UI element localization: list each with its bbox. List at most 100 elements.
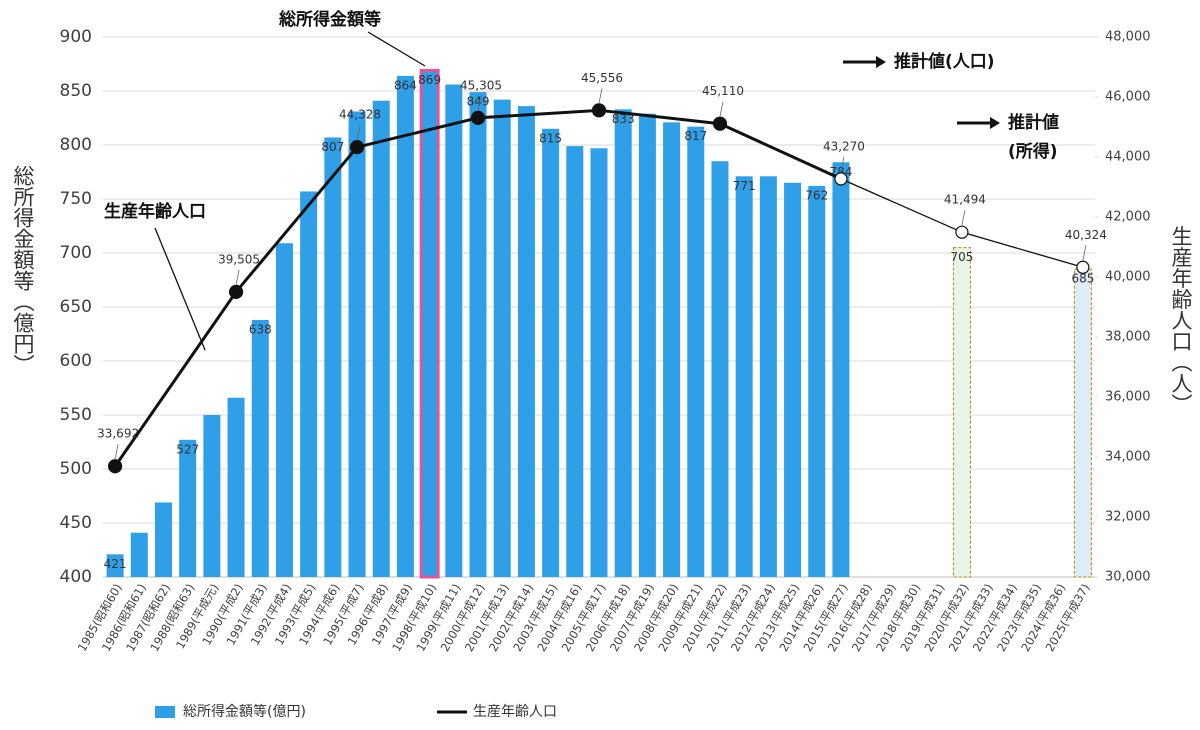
y2-tick-label: 44,000 <box>1105 150 1151 165</box>
bar <box>469 92 487 577</box>
bar <box>348 111 366 578</box>
leader-line <box>154 227 206 351</box>
line-value-label: 33,692 <box>97 427 139 441</box>
bar-annotation: 総所得金額等 <box>279 9 381 30</box>
y2-tick-label: 38,000 <box>1105 330 1151 345</box>
label-leader <box>840 156 845 172</box>
bar <box>638 113 656 578</box>
estimate-population-note: 推計値(人口) <box>894 51 995 72</box>
bar <box>952 247 971 578</box>
y-axis-title: 総所得金額等（億円） <box>11 165 35 375</box>
y2-tick-label: 42,000 <box>1105 210 1151 225</box>
line-marker <box>955 225 969 239</box>
label-leader <box>598 88 603 104</box>
line-marker <box>349 140 365 155</box>
bar-value-label: 864 <box>394 78 417 92</box>
y2-tick-label: 34,000 <box>1105 450 1151 465</box>
bar-value-label: 527 <box>176 442 199 456</box>
line-marker <box>470 110 486 125</box>
bar <box>179 439 197 577</box>
bar <box>154 502 172 577</box>
line-marker <box>712 116 728 131</box>
bar <box>663 122 681 577</box>
bar <box>493 99 511 577</box>
bar-value-label: 638 <box>249 322 272 336</box>
bar <box>614 109 632 578</box>
bar <box>590 148 608 578</box>
arrow-head <box>876 56 886 68</box>
y-tick-label: 800 <box>60 135 92 155</box>
bar-value-label: 705 <box>950 250 973 264</box>
bar <box>275 243 293 577</box>
y2-tick-label: 40,000 <box>1105 270 1151 285</box>
label-leader <box>114 444 119 460</box>
bar <box>542 128 560 578</box>
bar <box>784 182 802 578</box>
line-value-label: 45,110 <box>702 84 744 98</box>
bar-value-label: 762 <box>805 189 828 203</box>
y2-tick-label: 46,000 <box>1105 90 1151 105</box>
legend-label: 総所得金額等(億円) <box>183 703 306 720</box>
line-marker <box>107 459 123 474</box>
y2-tick-label: 48,000 <box>1105 30 1151 45</box>
bar <box>687 126 705 577</box>
bar <box>711 161 729 577</box>
line-annotation: 生産年齢人口 <box>104 201 206 222</box>
bar-value-label: 815 <box>539 131 562 145</box>
bar <box>203 415 221 577</box>
y-tick-label: 500 <box>60 459 92 479</box>
label-leader <box>477 95 482 111</box>
bar <box>735 176 753 577</box>
line-value-label: 44,328 <box>339 108 381 122</box>
arrow-head <box>990 117 1000 129</box>
line-marker <box>834 172 848 186</box>
y2-axis-title: 生産年齢人口（人） <box>1169 226 1193 415</box>
bar-value-label: 807 <box>321 140 344 154</box>
line-marker <box>591 103 607 118</box>
bar <box>419 68 440 579</box>
y-tick-label: 750 <box>60 189 92 209</box>
bar <box>106 554 124 577</box>
line-value-label: 40,324 <box>1065 228 1107 242</box>
bar-value-label: 771 <box>733 179 756 193</box>
bar-value-label: 869 <box>418 73 441 87</box>
bar-value-label: 421 <box>104 557 127 571</box>
line-value-label: 45,556 <box>581 71 623 85</box>
bar <box>396 75 414 577</box>
leader-line <box>367 31 426 67</box>
bar <box>324 137 342 577</box>
y-tick-label: 400 <box>60 567 92 587</box>
y-tick-label: 650 <box>60 297 92 317</box>
bar <box>566 146 584 577</box>
bar <box>251 319 269 577</box>
y2-tick-label: 30,000 <box>1105 570 1151 585</box>
y-tick-label: 600 <box>60 351 92 371</box>
line-value-label: 43,270 <box>823 139 865 153</box>
label-leader <box>719 101 724 117</box>
bar <box>445 84 463 578</box>
bar-value-label: 685 <box>1071 272 1094 286</box>
line-marker <box>1076 260 1090 274</box>
bar <box>130 532 148 577</box>
bar <box>808 186 826 578</box>
bar <box>759 176 777 577</box>
legend-swatch <box>155 706 175 718</box>
y2-tick-label: 36,000 <box>1105 390 1151 405</box>
estimate-income-note: 推計値 <box>1008 112 1059 133</box>
line-value-label: 39,505 <box>218 252 260 266</box>
bar <box>1073 268 1092 578</box>
line-marker <box>228 284 244 299</box>
bar <box>300 191 318 577</box>
bar <box>372 100 390 577</box>
y-tick-label: 550 <box>60 405 92 425</box>
label-leader <box>356 125 361 141</box>
bar-value-label: 833 <box>612 112 635 126</box>
y2-tick-label: 32,000 <box>1105 510 1151 525</box>
bar <box>832 162 850 577</box>
label-leader <box>1082 245 1087 261</box>
y-tick-label: 700 <box>60 243 92 263</box>
y-tick-label: 850 <box>60 81 92 101</box>
line-value-label: 45,305 <box>460 78 502 92</box>
line-value-label: 41,494 <box>944 193 986 207</box>
